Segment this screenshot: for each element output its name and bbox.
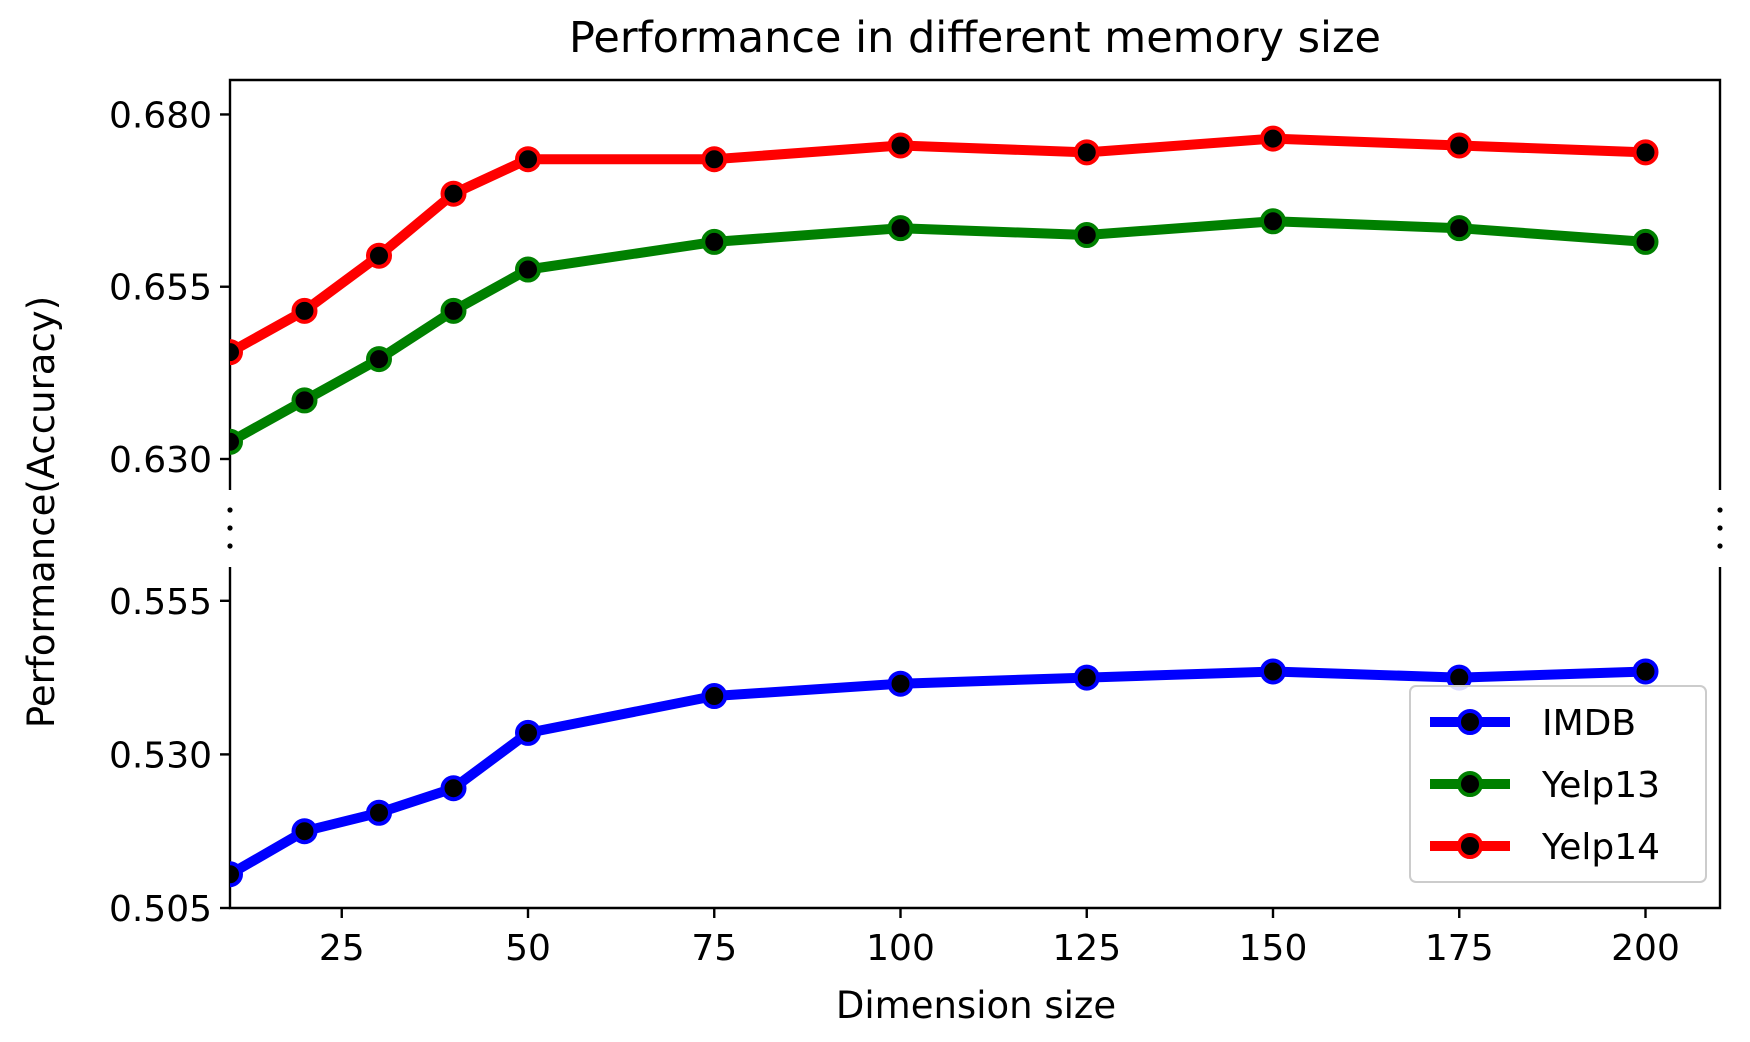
x-tick-label: 75 <box>691 928 737 969</box>
data-point-imdb <box>440 775 467 802</box>
data-point-yelp13 <box>366 346 392 373</box>
legend-box <box>1409 685 1707 883</box>
series-yelp13 <box>230 208 1659 455</box>
data-point-yelp14 <box>1632 139 1659 166</box>
data-point-yelp14 <box>366 242 392 269</box>
y-tick-label-upper: 0.630 <box>109 440 212 481</box>
data-point-imdb <box>701 683 728 710</box>
axis-break-dot-left <box>227 507 233 513</box>
series-yelp14 <box>230 125 1659 366</box>
axis-break-dot-right <box>1717 543 1723 549</box>
data-point-imdb <box>366 799 392 826</box>
x-tick-label: 50 <box>505 928 551 969</box>
legend-marker-yelp13 <box>1457 771 1483 797</box>
axis-break-dot-right <box>1717 525 1723 531</box>
x-tick-label: 100 <box>866 928 935 969</box>
data-point-yelp13 <box>1632 228 1659 255</box>
data-point-imdb <box>515 719 541 746</box>
data-point-yelp14 <box>701 146 728 173</box>
series-imdb <box>230 658 1659 888</box>
data-point-yelp13 <box>440 297 467 324</box>
data-point-imdb <box>291 818 318 845</box>
data-point-yelp14 <box>1073 139 1100 166</box>
series-line-yelp13 <box>230 216 1651 447</box>
data-point-imdb <box>1632 658 1659 685</box>
legend-marker-yelp14 <box>1457 833 1483 859</box>
data-point-yelp14 <box>1446 132 1473 159</box>
data-point-yelp14 <box>440 180 467 207</box>
y-tick-label-lower: 0.530 <box>109 735 212 776</box>
data-point-yelp13 <box>1446 215 1473 242</box>
data-point-yelp14 <box>230 339 243 366</box>
legend: IMDB Yelp13 Yelp14 <box>1409 685 1707 883</box>
axis-break-dot-left <box>227 525 233 531</box>
chart-title: Performance in different memory size <box>569 13 1381 63</box>
y-tick-label-lower: 0.555 <box>109 582 212 623</box>
axis-break-dot-left <box>227 543 233 549</box>
y-tick-label-upper: 0.655 <box>109 268 212 309</box>
legend-label-yelp14: Yelp14 <box>1541 827 1660 868</box>
axis-break-dot-right <box>1717 507 1723 513</box>
data-point-yelp13 <box>515 256 541 283</box>
data-point-imdb <box>887 670 914 697</box>
x-axis-label: Dimension size <box>836 984 1116 1027</box>
data-point-yelp14 <box>887 132 914 159</box>
data-point-imdb <box>1073 664 1100 691</box>
x-tick-label: 125 <box>1052 928 1121 969</box>
x-tick-label: 25 <box>319 928 365 969</box>
legend-marker-imdb <box>1457 709 1483 735</box>
data-point-yelp13 <box>1260 208 1286 235</box>
y-axis-label: Performance(Accuracy) <box>20 296 63 728</box>
y-tick-label-upper: 0.680 <box>109 95 212 136</box>
data-point-imdb <box>1260 658 1286 685</box>
legend-label-imdb: IMDB <box>1542 703 1636 744</box>
y-tick-label-lower: 0.505 <box>109 889 212 930</box>
data-point-yelp13 <box>291 387 318 414</box>
data-point-yelp13 <box>701 228 728 255</box>
lower-panel-frame <box>228 567 1722 910</box>
data-point-yelp14 <box>291 297 318 324</box>
x-tick-label: 175 <box>1425 928 1494 969</box>
data-point-yelp14 <box>515 146 541 173</box>
data-point-imdb <box>230 861 243 888</box>
upper-panel-frame <box>228 78 1722 490</box>
data-point-yelp13 <box>1073 222 1100 249</box>
x-tick-label: 200 <box>1611 928 1680 969</box>
plot-area: 0.630 0.655 0.680 0.505 0.530 0.555 25 50 75 100 1… <box>109 78 1723 969</box>
data-point-yelp14 <box>1260 125 1286 152</box>
data-point-yelp13 <box>230 428 243 455</box>
x-tick-label: 150 <box>1239 928 1308 969</box>
legend-label-yelp13: Yelp13 <box>1541 765 1660 806</box>
data-point-yelp13 <box>887 215 914 242</box>
